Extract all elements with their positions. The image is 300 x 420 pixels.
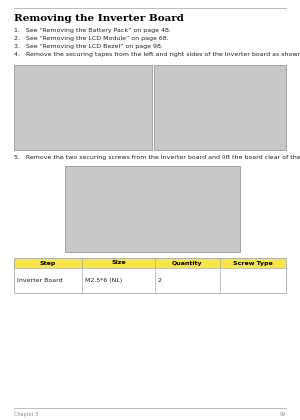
Text: 5.   Remove the two securing screws from the Inverter board and lift the board c: 5. Remove the two securing screws from t… <box>14 155 300 160</box>
Text: Quantity: Quantity <box>172 260 203 265</box>
Text: 1.   See “Removing the Battery Pack” on page 48.: 1. See “Removing the Battery Pack” on pa… <box>14 28 171 33</box>
Text: 3.   See “Removing the LCD Bezel” on page 98.: 3. See “Removing the LCD Bezel” on page … <box>14 44 163 49</box>
Text: Inverter Board: Inverter Board <box>17 278 63 283</box>
Text: Chapter 3: Chapter 3 <box>14 412 38 417</box>
Text: M2.5*6 (NL): M2.5*6 (NL) <box>85 278 122 283</box>
Text: 4.   Remove the securing tapes from the left and right sides of the Inverter boa: 4. Remove the securing tapes from the le… <box>14 52 300 57</box>
Bar <box>14 258 286 293</box>
Text: Size: Size <box>111 260 126 265</box>
Text: 2.   See “Removing the LCD Module” on page 68.: 2. See “Removing the LCD Module” on page… <box>14 36 169 41</box>
Text: Removing the Inverter Board: Removing the Inverter Board <box>14 14 184 23</box>
Text: Step: Step <box>40 260 56 265</box>
Bar <box>154 65 286 150</box>
Text: 99: 99 <box>280 412 286 417</box>
Text: Screw Type: Screw Type <box>233 260 273 265</box>
Bar <box>65 166 240 252</box>
Text: 2: 2 <box>158 278 162 283</box>
Bar <box>14 258 286 268</box>
Bar <box>14 65 152 150</box>
